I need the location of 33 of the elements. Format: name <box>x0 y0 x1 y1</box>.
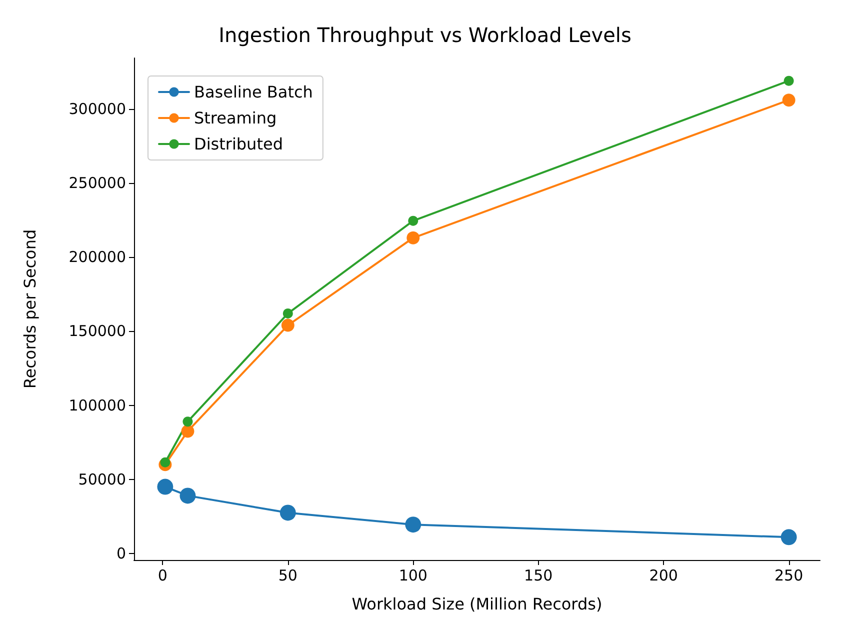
y-tick-label: 250000 <box>68 174 126 192</box>
legend-label: Distributed <box>194 134 283 154</box>
point <box>780 529 797 546</box>
point <box>784 76 794 86</box>
y-tick-label: 0 <box>116 544 126 562</box>
point <box>281 318 294 332</box>
legend-label: Baseline Batch <box>194 82 313 102</box>
x-tick-label: 50 <box>278 566 298 584</box>
x-tick-label: 200 <box>649 566 678 584</box>
y-axis-title: Records per Second <box>20 229 40 389</box>
y-tick-label: 300000 <box>68 100 126 118</box>
point <box>160 457 170 468</box>
y-tick-label: 150000 <box>68 322 126 340</box>
point <box>408 216 418 226</box>
point <box>181 424 194 438</box>
x-tick-label: 250 <box>774 566 804 584</box>
legend-label: Streaming <box>194 108 277 128</box>
x-tick-label: 100 <box>398 566 428 584</box>
point <box>180 488 196 504</box>
point <box>406 231 420 244</box>
point <box>157 478 174 495</box>
y-tick-label: 50000 <box>78 470 126 488</box>
x-axis-title: Workload Size (Million Records) <box>352 594 602 614</box>
y-tick-label: 200000 <box>68 248 126 266</box>
x-tick-label: 150 <box>524 566 553 584</box>
x-tick-label: 0 <box>158 566 168 584</box>
chart-title: Ingestion Throughput vs Workload Levels <box>218 23 632 47</box>
point <box>782 94 796 107</box>
y-tick-label: 100000 <box>68 396 126 414</box>
point <box>282 308 293 318</box>
point <box>182 416 193 427</box>
point <box>280 504 296 521</box>
point <box>405 516 422 533</box>
